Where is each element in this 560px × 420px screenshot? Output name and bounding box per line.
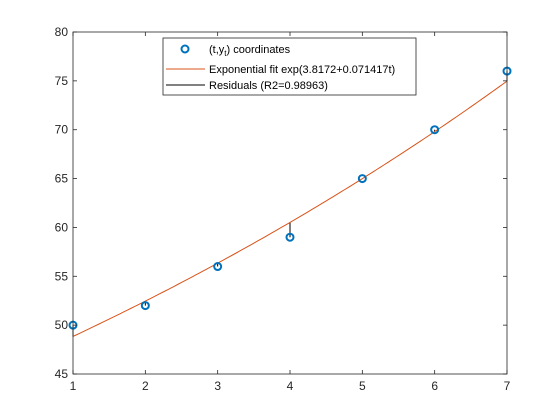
legend-points-label: (t,yt) coordinates: [209, 44, 291, 58]
x-tick-label: 4: [287, 379, 294, 393]
y-tick-label: 75: [55, 74, 69, 88]
y-tick-label: 80: [55, 25, 69, 39]
x-tick-label: 2: [142, 379, 149, 393]
y-tick-label: 50: [55, 318, 69, 332]
x-tick-label: 3: [214, 379, 221, 393]
y-tick-label: 65: [55, 172, 69, 186]
legend-residual-label: Residuals (R2=0.98963): [209, 80, 328, 92]
legend-box: [162, 37, 417, 96]
data-point: [430, 125, 440, 135]
data-point: [357, 174, 367, 184]
x-tick-label: 5: [359, 379, 366, 393]
legend: (t,yt) coordinates Exponential fit exp(3…: [162, 37, 417, 96]
data-point: [140, 301, 150, 311]
x-tick-label: 1: [70, 379, 77, 393]
y-tick-label: 70: [55, 123, 69, 137]
x-tick-label: 7: [504, 379, 511, 393]
y-tick-label: 60: [55, 220, 69, 234]
data-point: [213, 262, 223, 272]
y-tick-label: 45: [55, 367, 69, 381]
x-tick-label: 6: [431, 379, 438, 393]
y-tick-label: 55: [55, 269, 69, 283]
data-point: [285, 232, 295, 242]
legend-points-marker: [180, 44, 190, 54]
legend-fit-label: Exponential fit exp(3.8172+0.071417t): [209, 64, 395, 76]
